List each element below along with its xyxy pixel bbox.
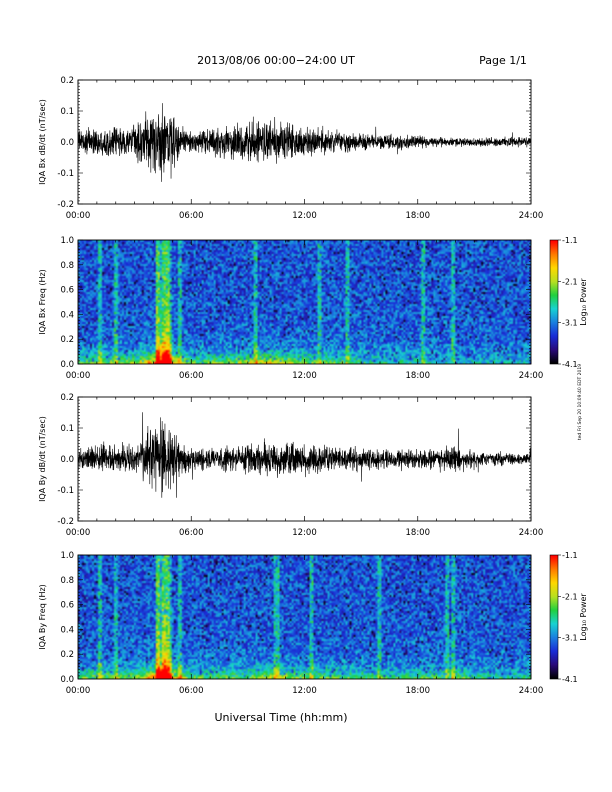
bx-dbdt-ytick-label: 0.2 <box>60 76 74 86</box>
by-dbdt-xtick-label: 24:00 <box>519 528 544 538</box>
by-dbdt-trace <box>78 412 531 498</box>
by-spectrogram-panel: 00:00 06:00 12:00 18:00 24:00 0.0 0.2 0.4 0.6 0.8… <box>38 551 588 696</box>
by-spectrogram-colorbar-frame <box>549 554 559 680</box>
by-dbdt-ylabel: IQA By dB/dt (nT/sec) <box>38 416 47 502</box>
by-spectrogram-ytick-label: 1.0 <box>60 551 74 561</box>
bx-dbdt-ytick-label: 0.0 <box>60 138 74 148</box>
bx-spectrogram-ytick-label: 1.0 <box>60 236 74 246</box>
bx-dbdt-xtick-label: 06:00 <box>179 211 204 221</box>
by-dbdt-ytick-label: -0.1 <box>57 486 74 496</box>
by-spectrogram-colorbar-tick-label: -3.1 <box>562 634 578 643</box>
bx-dbdt-xtick-label: 00:00 <box>66 211 91 221</box>
bx-spectrogram-ytick-label: 0.8 <box>60 261 74 271</box>
bx-dbdt-ylabel: IQA Bx dB/dt (nT/sec) <box>38 99 47 185</box>
bx-dbdt-ytick-label: -0.2 <box>57 200 74 210</box>
by-dbdt-frame <box>77 396 532 522</box>
by-spectrogram-ytick-label: 0.0 <box>60 675 74 685</box>
bx-spectrogram-xtick-label: 18:00 <box>406 371 431 381</box>
bx-spectrogram-xtick-label: 24:00 <box>519 371 544 381</box>
by-dbdt-xtick-label: 12:00 <box>292 528 317 538</box>
page-title: 2013/08/06 00:00−24:00 UT <box>197 54 355 67</box>
bx-dbdt-trace <box>78 103 531 182</box>
by-spectrogram-frame <box>77 554 532 680</box>
by-spectrogram-xtick-label: 18:00 <box>406 686 431 696</box>
by-spectrogram-ytick-label: 0.8 <box>60 576 74 586</box>
bx-spectrogram-colorbar-tick-label: -4.1 <box>562 360 578 369</box>
bx-dbdt-xtick-label: 24:00 <box>519 211 544 221</box>
x-axis-label: Universal Time (hh:mm) <box>215 711 348 724</box>
bx-spectrogram-colorbar-tick-label: -3.1 <box>562 319 578 328</box>
by-spectrogram-ytick-label: 0.2 <box>60 650 74 660</box>
bx-spectrogram-panel: 00:00 06:00 12:00 18:00 24:00 0.0 0.2 0.4 0.6 0.8… <box>38 236 588 381</box>
bx-spectrogram-colorbar-frame <box>549 239 559 365</box>
bx-dbdt-ytick-label: 0.1 <box>60 107 74 117</box>
by-spectrogram-colorbar-tick-label: -2.1 <box>562 592 578 601</box>
bx-dbdt-xtick-label: 12:00 <box>292 211 317 221</box>
by-dbdt-xtick-label: 06:00 <box>179 528 204 538</box>
by-spectrogram-ytick-label: 0.6 <box>60 601 74 611</box>
by-spectrogram-xtick-label: 06:00 <box>179 686 204 696</box>
bx-spectrogram-ytick-label: 0.0 <box>60 360 74 370</box>
by-spectrogram-image <box>78 555 531 679</box>
bx-spectrogram-ytick-label: 0.2 <box>60 335 74 345</box>
by-spectrogram-ylabel: IQA By Freq (Hz) <box>38 584 47 650</box>
by-spectrogram-colorbar <box>550 555 558 679</box>
by-dbdt-ytick-label: -0.2 <box>57 517 74 527</box>
bx-spectrogram-xtick-label: 12:00 <box>292 371 317 381</box>
by-dbdt-xtick-label: 00:00 <box>66 528 91 538</box>
by-spectrogram-xtick-label: 12:00 <box>292 686 317 696</box>
bx-spectrogram-ytick-label: 0.6 <box>60 286 74 296</box>
by-spectrogram-colorbar-tick-label: -4.1 <box>562 675 578 684</box>
by-dbdt-ytick-label: 0.2 <box>60 393 74 403</box>
by-dbdt-ytick-label: 0.0 <box>60 455 74 465</box>
bx-spectrogram-colorbar-label: Log₁₀ Power <box>579 278 588 326</box>
bx-spectrogram-xtick-label: 06:00 <box>179 371 204 381</box>
page-number: Page 1/1 <box>479 54 527 67</box>
bx-spectrogram-colorbar-tick-label: -1.1 <box>562 236 578 245</box>
bx-spectrogram-colorbar <box>550 240 558 364</box>
bx-spectrogram-colorbar-tick-label: -2.1 <box>562 277 578 286</box>
by-spectrogram-xtick-label: 24:00 <box>519 686 544 696</box>
by-dbdt-panel: 00:00 06:00 12:00 18:00 24:00 -0.2 -0.1 0.0 0.1 0… <box>38 393 543 538</box>
by-spectrogram-ytick-label: 0.4 <box>60 625 74 635</box>
bx-spectrogram-xtick-label: 00:00 <box>66 371 91 381</box>
by-spectrogram-colorbar-label: Log₁₀ Power <box>579 593 588 641</box>
bx-spectrogram-frame <box>77 239 532 365</box>
by-spectrogram-colorbar-tick-label: -1.1 <box>562 551 578 560</box>
by-dbdt-ytick-label: 0.1 <box>60 424 74 434</box>
bx-spectrogram-ylabel: IQA Bx Freq (Hz) <box>38 269 47 335</box>
by-dbdt-xtick-label: 18:00 <box>406 528 431 538</box>
bx-dbdt-xtick-label: 18:00 <box>406 211 431 221</box>
bx-dbdt-frame <box>77 79 532 205</box>
by-spectrogram-xtick-label: 00:00 <box>66 686 91 696</box>
bx-dbdt-panel: 00:00 06:00 12:00 18:00 24:00 -0.2 -0.1 0.0 0.1 0… <box>38 76 543 221</box>
bx-dbdt-ytick-label: -0.1 <box>57 169 74 179</box>
bx-spectrogram-image <box>78 240 531 364</box>
side-stamp: ted Fri Sep 20 10:09:40 EDT 2019 <box>577 364 583 440</box>
bx-spectrogram-ytick-label: 0.4 <box>60 310 74 320</box>
